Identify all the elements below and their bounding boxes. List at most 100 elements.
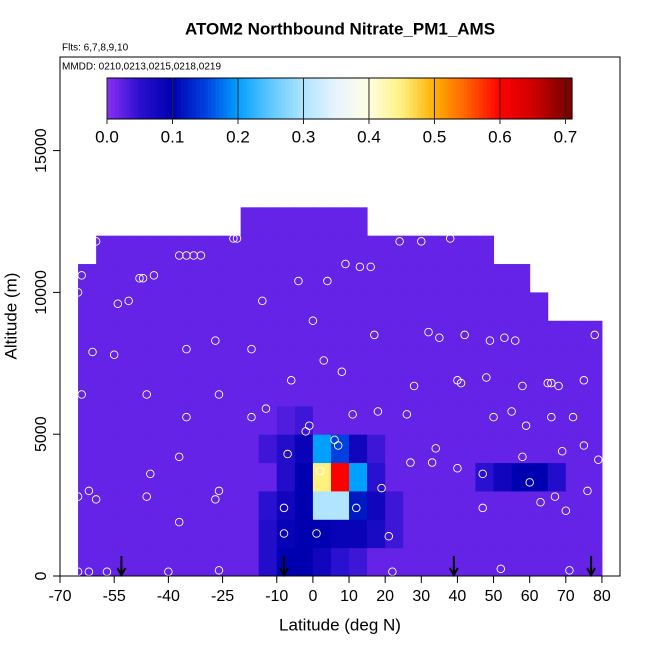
heat-cell <box>547 547 567 577</box>
heat-cell <box>114 405 133 435</box>
sample-point <box>88 347 97 357</box>
sample-point <box>568 412 578 422</box>
colorbar-swatch <box>544 78 550 119</box>
colorbar-swatch <box>467 78 472 119</box>
heat-cell <box>240 519 260 549</box>
colorbar-tick-label: 0.4 <box>357 127 381 146</box>
heat-cell <box>240 434 260 464</box>
heat-cell <box>222 349 242 378</box>
heat-cell <box>114 377 133 407</box>
sample-point <box>174 517 184 527</box>
heat-cell <box>294 462 314 492</box>
sample-point <box>366 262 375 272</box>
heat-cell <box>421 490 440 520</box>
x-tick-label: 60 <box>521 588 539 605</box>
heat-cell <box>367 320 386 350</box>
dates-note: MMDD: 0210,0213,0215,0218,0219 <box>62 62 221 73</box>
heat-cell <box>276 434 296 464</box>
sample-point <box>305 421 314 430</box>
sample-point <box>109 350 119 360</box>
heat-cell <box>114 519 133 549</box>
heat-cell <box>312 462 332 492</box>
heat-cell <box>294 547 314 577</box>
heat-cell <box>168 320 187 350</box>
colorbar-swatch <box>281 78 286 119</box>
colorbar-tick-label: 0.5 <box>423 127 447 146</box>
heat-cell <box>367 434 386 464</box>
colorbar-swatch <box>479 78 484 119</box>
sample-point <box>214 486 224 496</box>
heat-cell <box>132 434 151 464</box>
heat-cell <box>385 547 404 577</box>
heat-cell <box>349 264 368 293</box>
heat-cell <box>547 434 567 464</box>
x-tick-label: 50 <box>485 588 503 605</box>
heat-cell <box>565 490 585 520</box>
heat-cell <box>258 490 278 520</box>
heat-cell <box>349 235 368 265</box>
flights-note: Flts: 6,7,8,9,10 <box>62 43 129 54</box>
x-tick-label: 80 <box>593 588 611 605</box>
colorbar-swatch <box>343 78 348 119</box>
heat-cell <box>403 264 422 293</box>
sample-point <box>590 330 599 340</box>
heat-cell <box>385 320 404 350</box>
sample-point <box>406 458 415 467</box>
heat-cell <box>132 405 151 435</box>
heat-cell <box>312 320 332 350</box>
colorbar-swatch <box>560 78 565 119</box>
colorbar-swatch <box>409 78 414 119</box>
heat-cell <box>349 292 368 322</box>
x-tick-label: -40 <box>157 588 180 605</box>
heat-cell <box>204 519 224 549</box>
heat-cell <box>529 434 549 464</box>
heat-cell <box>493 405 513 435</box>
heat-cell <box>150 377 169 407</box>
sample-point <box>500 333 509 343</box>
heat-cell <box>421 264 440 293</box>
heat-cell <box>114 434 133 464</box>
heat-cell <box>132 292 151 322</box>
sample-point <box>384 532 394 541</box>
colorbar-swatch <box>122 78 127 119</box>
colorbar-swatch <box>207 78 213 119</box>
colorbar-swatch <box>296 78 302 119</box>
heat-cell <box>565 547 585 577</box>
colorbar-tick-label: 0.6 <box>488 127 512 146</box>
sample-point <box>149 271 159 280</box>
colorbar-swatch <box>413 78 418 119</box>
sample-point <box>579 376 589 385</box>
heat-cell <box>421 235 440 265</box>
heat-cell <box>132 235 151 265</box>
colorbar-swatch <box>308 78 313 119</box>
colorbar-tick-label: 0.2 <box>226 127 250 146</box>
sample-point <box>547 378 556 388</box>
colorbar-swatch <box>118 78 124 119</box>
heat-cell <box>78 377 97 407</box>
sample-point <box>583 486 592 496</box>
colorbar-swatch <box>525 78 530 119</box>
colorbar-swatch <box>451 78 457 119</box>
heat-cell <box>204 405 224 435</box>
heat-cell <box>222 490 242 520</box>
heat-cell <box>547 377 567 407</box>
sample-point <box>142 492 151 501</box>
heat-cell <box>529 547 549 577</box>
heat-cell <box>439 434 458 464</box>
colorbar-swatch <box>490 78 496 119</box>
heat-cell <box>475 264 495 293</box>
heat-cell <box>204 377 224 407</box>
y-tick-label: 15000 <box>33 128 50 173</box>
heat-cell <box>258 320 278 350</box>
x-tick-label: 40 <box>449 588 467 605</box>
heat-cell <box>349 377 368 407</box>
sample-point <box>445 234 455 243</box>
colorbar-swatch <box>428 78 434 119</box>
sample-point <box>525 478 534 487</box>
colorbar-swatch <box>393 78 399 119</box>
colorbar-swatch <box>172 78 178 119</box>
heat-cell <box>240 235 260 265</box>
colorbar-swatch <box>444 78 449 119</box>
heat-cell <box>511 490 531 520</box>
heat-cell <box>132 547 151 577</box>
